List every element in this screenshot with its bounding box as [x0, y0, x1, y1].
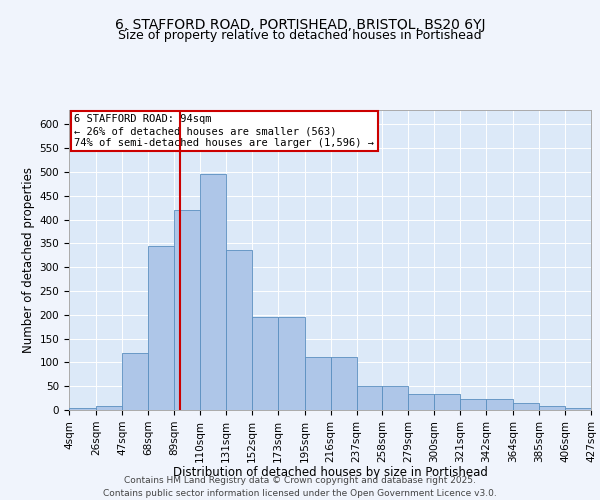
Bar — [96, 406, 122, 410]
Bar — [434, 394, 460, 410]
Bar — [278, 317, 305, 410]
Bar — [460, 398, 486, 410]
Bar — [148, 246, 174, 410]
Bar — [565, 408, 591, 410]
Bar — [69, 408, 96, 410]
Bar — [513, 403, 539, 410]
Bar — [122, 353, 148, 410]
Bar — [356, 386, 382, 410]
Text: Contains HM Land Registry data © Crown copyright and database right 2025.
Contai: Contains HM Land Registry data © Crown c… — [103, 476, 497, 498]
Bar — [539, 406, 565, 410]
Text: 6 STAFFORD ROAD: 94sqm
← 26% of detached houses are smaller (563)
74% of semi-de: 6 STAFFORD ROAD: 94sqm ← 26% of detached… — [74, 114, 374, 148]
Text: 6, STAFFORD ROAD, PORTISHEAD, BRISTOL, BS20 6YJ: 6, STAFFORD ROAD, PORTISHEAD, BRISTOL, B… — [115, 18, 485, 32]
Bar — [331, 356, 356, 410]
Bar — [305, 356, 331, 410]
X-axis label: Distribution of detached houses by size in Portishead: Distribution of detached houses by size … — [173, 466, 487, 479]
Bar — [486, 398, 513, 410]
Bar — [174, 210, 200, 410]
Bar — [382, 386, 409, 410]
Bar — [251, 317, 278, 410]
Bar — [409, 394, 434, 410]
Y-axis label: Number of detached properties: Number of detached properties — [22, 167, 35, 353]
Text: Size of property relative to detached houses in Portishead: Size of property relative to detached ho… — [118, 29, 482, 42]
Bar — [200, 174, 226, 410]
Bar — [226, 250, 251, 410]
Bar — [591, 408, 600, 410]
